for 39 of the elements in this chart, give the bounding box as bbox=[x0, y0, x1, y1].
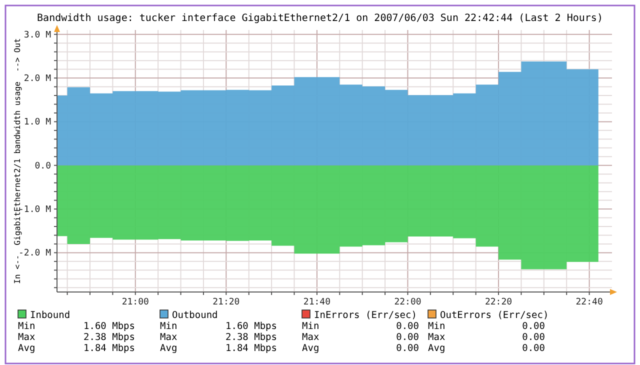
text: 0.00 bbox=[522, 343, 546, 354]
y-tick-label: 1.0 M bbox=[24, 118, 52, 128]
text: Max bbox=[18, 332, 36, 343]
text: Min bbox=[302, 321, 320, 332]
text: 2.38 Mbps bbox=[226, 332, 277, 343]
text: Avg bbox=[160, 343, 178, 354]
y-tick-label: 2.0 M bbox=[24, 74, 52, 84]
text: 1.60 Mbps bbox=[84, 321, 135, 332]
text: 0.00 bbox=[396, 332, 420, 343]
legend-label: InErrors (Err/sec) bbox=[314, 310, 417, 321]
text: Max bbox=[302, 332, 320, 343]
x-tick-label: 21:40 bbox=[303, 297, 331, 308]
text: Avg bbox=[428, 343, 446, 354]
text: Max bbox=[428, 332, 446, 343]
x-tick-label: 22:20 bbox=[484, 297, 512, 308]
text: 0.00 bbox=[522, 321, 546, 332]
text: 0.00 bbox=[522, 332, 546, 343]
x-tick-label: 22:40 bbox=[576, 297, 603, 308]
chart-title: Bandwidth usage: tucker interface GigabitEthernet2/1 on 2007/06/03 Sun 22:42:44 (Last 2 Hours) bbox=[37, 13, 603, 24]
text: 0.00 bbox=[396, 343, 420, 354]
legend-label: Inbound bbox=[30, 310, 70, 321]
text: 1.60 Mbps bbox=[226, 321, 277, 332]
text: Min bbox=[428, 321, 446, 332]
legend-label: OutErrors (Err/sec) bbox=[440, 310, 549, 321]
text: 0.00 bbox=[396, 321, 420, 332]
text: Max bbox=[160, 332, 178, 343]
text: 1.84 Mbps bbox=[84, 343, 135, 354]
legend-label: Outbound bbox=[172, 310, 218, 321]
text: Avg bbox=[302, 343, 320, 354]
x-tick-label: 21:20 bbox=[212, 297, 240, 308]
y-tick-label: 0.0 bbox=[34, 161, 51, 172]
text: 1.84 Mbps bbox=[226, 343, 277, 354]
text: Avg bbox=[18, 343, 36, 354]
x-tick-label: 22:00 bbox=[394, 297, 422, 308]
text: 2.38 Mbps bbox=[84, 332, 135, 343]
x-tick-label: 21:00 bbox=[122, 297, 149, 308]
text: Min bbox=[160, 321, 178, 332]
text: Min bbox=[18, 321, 36, 332]
y-tick-label: 3.0 M bbox=[24, 30, 52, 40]
